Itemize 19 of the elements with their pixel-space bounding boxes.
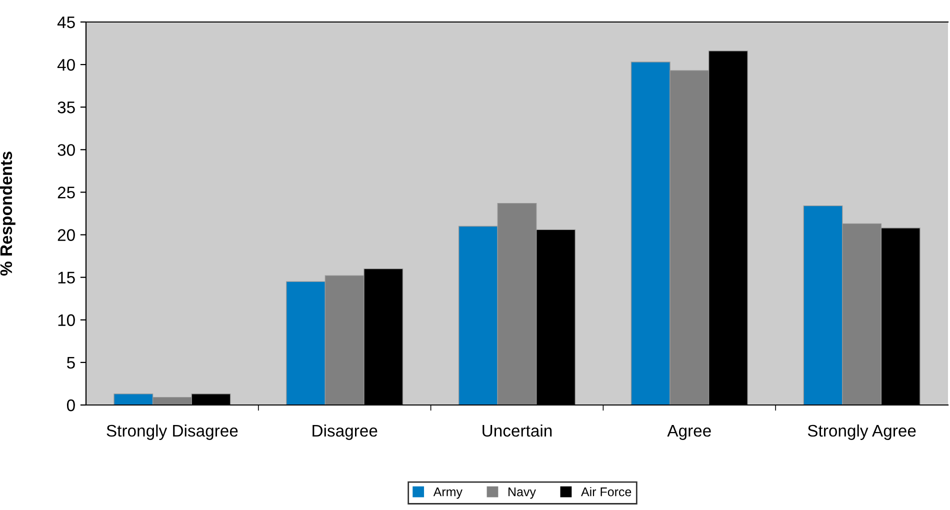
legend-label: Air Force [580,487,632,496]
x-tick-label: Agree [667,425,711,440]
y-tick-label: 0 [66,399,75,412]
y-tick-label: 45 [57,16,75,28]
y-tick-label: 25 [58,186,75,198]
y-tick-label: 35 [58,102,75,114]
y-tick-label: 40 [57,58,75,71]
x-tick-label: Strongly Agree [808,424,916,440]
legend-label: Navy [508,488,536,499]
legend-label: Army [433,488,462,499]
y-tick-label: 15 [58,272,75,284]
y-tick-label: 10 [58,314,75,326]
y-axis-title: % Respondents [0,152,16,276]
y-tick-label: 5 [66,357,75,369]
x-tick-label: Disagree [312,424,378,440]
y-tick-label: 30 [58,144,75,156]
x-tick-label: Strongly Disagree [106,424,238,440]
y-tick-label: 20 [58,229,75,241]
x-tick-label: Uncertain [482,424,552,437]
